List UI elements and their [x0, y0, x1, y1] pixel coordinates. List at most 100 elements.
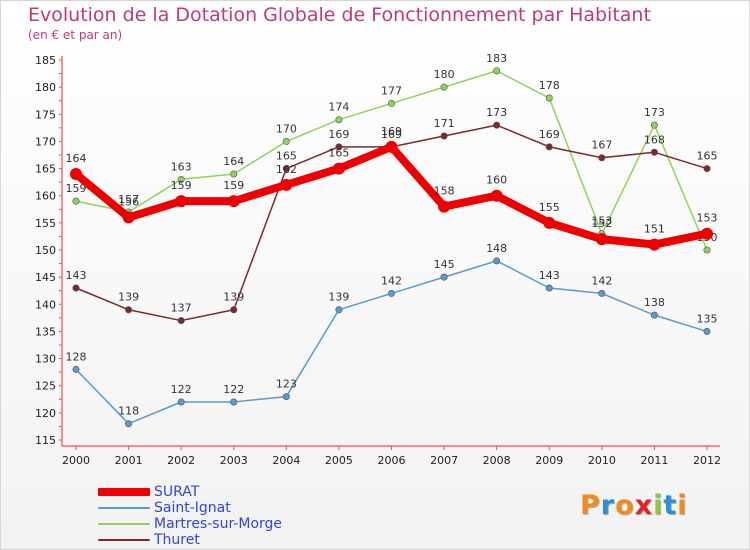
data-point	[230, 170, 238, 178]
data-label: 160	[486, 174, 507, 187]
data-label: 157	[118, 193, 139, 206]
data-point	[440, 273, 448, 281]
data-point	[543, 216, 556, 229]
y-tick-label: 170	[35, 135, 56, 148]
data-label: 178	[539, 79, 560, 92]
data-label: 171	[434, 117, 455, 130]
data-label: 148	[486, 242, 507, 255]
series-thuret: 143 139 137 139 165 169 169 171 173 169 167 168 165	[66, 106, 718, 325]
data-label: 139	[328, 291, 349, 304]
data-point	[230, 398, 238, 406]
x-tick-label: 2009	[535, 454, 563, 467]
proxiti-logo: Proxiti	[580, 490, 688, 521]
data-point	[335, 116, 343, 124]
x-tick-label: 2010	[588, 454, 616, 467]
y-tick-label: 160	[35, 190, 56, 203]
data-label: 168	[644, 133, 665, 146]
data-point	[703, 246, 711, 254]
series-saint-ignat: 128 118 122 122 123 139 142 145 148 143 142 138 135	[66, 242, 718, 428]
x-tick-label: 2008	[483, 454, 511, 467]
x-tick-label: 2002	[167, 454, 195, 467]
data-label: 137	[171, 302, 192, 315]
data-label: 143	[539, 269, 560, 282]
data-point	[122, 211, 135, 224]
data-label: 138	[644, 296, 665, 309]
data-point	[545, 94, 553, 102]
data-label: 165	[328, 147, 349, 160]
x-tick-label: 2011	[640, 454, 668, 467]
data-label: 139	[118, 291, 139, 304]
legend-swatch	[98, 507, 150, 509]
data-label: 180	[434, 68, 455, 81]
data-label: 159	[171, 179, 192, 192]
data-label: 159	[66, 182, 87, 195]
data-label: 169	[381, 125, 402, 138]
data-label: 162	[276, 163, 297, 176]
legend-label: Martres-sur-Morge	[154, 516, 283, 532]
data-point	[125, 420, 133, 428]
data-label: 183	[486, 52, 507, 65]
series-martres-sur-morge: 159157163164170174177180183178153173150	[66, 52, 718, 254]
data-point	[72, 197, 80, 205]
data-label: 174	[328, 101, 349, 114]
data-point	[385, 140, 398, 153]
chart-title: Evolution de la Dotation Globale de Fonc…	[28, 4, 651, 26]
data-point	[703, 165, 711, 173]
data-label: 135	[697, 312, 718, 325]
y-tick-label: 165	[35, 163, 56, 176]
x-tick-label: 2012	[693, 454, 721, 467]
data-point	[545, 284, 553, 292]
data-label: 169	[539, 128, 560, 141]
y-tick-label: 130	[35, 353, 56, 366]
x-tick-label: 2006	[378, 454, 406, 467]
data-point	[598, 154, 606, 162]
data-label: 158	[434, 185, 455, 198]
data-point	[650, 121, 658, 129]
data-point	[545, 143, 553, 151]
x-tick-label: 2004	[272, 454, 300, 467]
data-point	[598, 289, 606, 297]
data-label: 122	[171, 383, 192, 396]
y-tick-label: 180	[35, 81, 56, 94]
data-point	[701, 227, 713, 240]
y-tick-label: 185	[35, 54, 56, 67]
data-label: 122	[223, 383, 244, 396]
data-point	[493, 67, 501, 75]
x-tick-label: 2003	[220, 454, 248, 467]
legend-item: Saint-Ignat	[98, 500, 282, 516]
y-tick-label: 125	[35, 380, 56, 393]
logo-letter: r	[600, 490, 616, 521]
data-label: 170	[276, 122, 297, 135]
data-point	[282, 393, 290, 401]
data-point	[490, 189, 503, 202]
x-tick-label: 2000	[62, 454, 90, 467]
legend-swatch	[98, 523, 150, 525]
data-label: 156	[118, 195, 139, 208]
data-label: 169	[381, 128, 402, 141]
data-label: 145	[434, 258, 455, 271]
y-tick-label: 120	[35, 407, 56, 420]
data-point	[282, 137, 290, 145]
data-point	[387, 99, 395, 107]
legend-swatch	[98, 488, 150, 496]
data-point	[177, 175, 185, 183]
data-point	[72, 365, 80, 373]
chart-legend: SURAT Saint-Ignat Martres-sur-Morge Thuret	[98, 484, 282, 548]
data-label: 153	[591, 215, 612, 228]
y-tick-label: 115	[35, 434, 56, 447]
logo-letter: i	[653, 490, 664, 521]
y-tick-label: 175	[35, 108, 56, 121]
data-point	[282, 165, 290, 173]
logo-letter: P	[580, 490, 601, 521]
data-label: 169	[328, 128, 349, 141]
data-label: 139	[223, 291, 244, 304]
legend-item: Martres-sur-Morge	[98, 516, 282, 532]
data-point	[175, 195, 188, 208]
data-label: 128	[66, 350, 87, 363]
legend-item: Thuret	[98, 532, 282, 548]
data-point	[177, 317, 185, 325]
data-point	[335, 306, 343, 314]
